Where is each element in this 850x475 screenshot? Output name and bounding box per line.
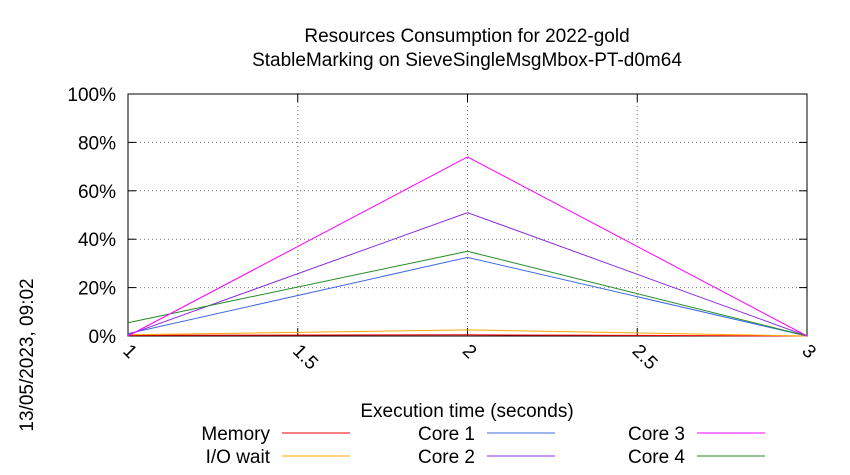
x-tick-label: 3 xyxy=(797,341,819,363)
series-line-core-3 xyxy=(127,156,808,337)
chart-title-line1: Resources Consumption for 2022-gold xyxy=(304,26,629,47)
axes xyxy=(127,93,808,337)
chart-title-line2: StableMarking on SieveSingleMsgMbox-PT-d… xyxy=(252,50,682,71)
legend-label: Core 3 xyxy=(628,424,685,445)
series-line-core-4 xyxy=(127,250,808,337)
y-tick-label: 20% xyxy=(78,279,116,300)
series-line-core-2 xyxy=(127,212,808,337)
legend-label: Core 1 xyxy=(418,424,475,445)
y-tick-label: 0% xyxy=(89,327,117,348)
y-tick-label: 80% xyxy=(78,133,116,154)
legend-label: Memory xyxy=(201,424,270,445)
x-axis-label: Execution time (seconds) xyxy=(360,401,573,422)
x-tick-label: 1 xyxy=(118,341,140,363)
series-lines xyxy=(127,156,808,337)
timestamp-label: 13/05/2023, 09:02 xyxy=(17,278,38,431)
series-line-i-o-wait xyxy=(127,329,808,337)
x-tick-label: 2 xyxy=(458,341,480,363)
y-tick-label: 40% xyxy=(78,230,116,251)
y-tick-label: 100% xyxy=(67,85,116,106)
x-tick-labels: 1 1.5 2 2.5 3 xyxy=(118,341,819,375)
plot-border xyxy=(127,93,808,337)
grid xyxy=(128,94,807,336)
series-line-memory xyxy=(127,334,808,337)
legend-label: Core 4 xyxy=(628,447,685,468)
y-tick-labels: 0% 20% 40% 60% 80% 100% xyxy=(67,85,116,348)
y-tick-label: 60% xyxy=(78,182,116,203)
legend-label: Core 2 xyxy=(418,447,475,468)
x-tick-label: 1.5 xyxy=(288,341,322,375)
legend-label: I/O wait xyxy=(206,447,271,468)
x-tick-label: 2.5 xyxy=(628,341,662,375)
series-line-core-1 xyxy=(127,256,808,337)
